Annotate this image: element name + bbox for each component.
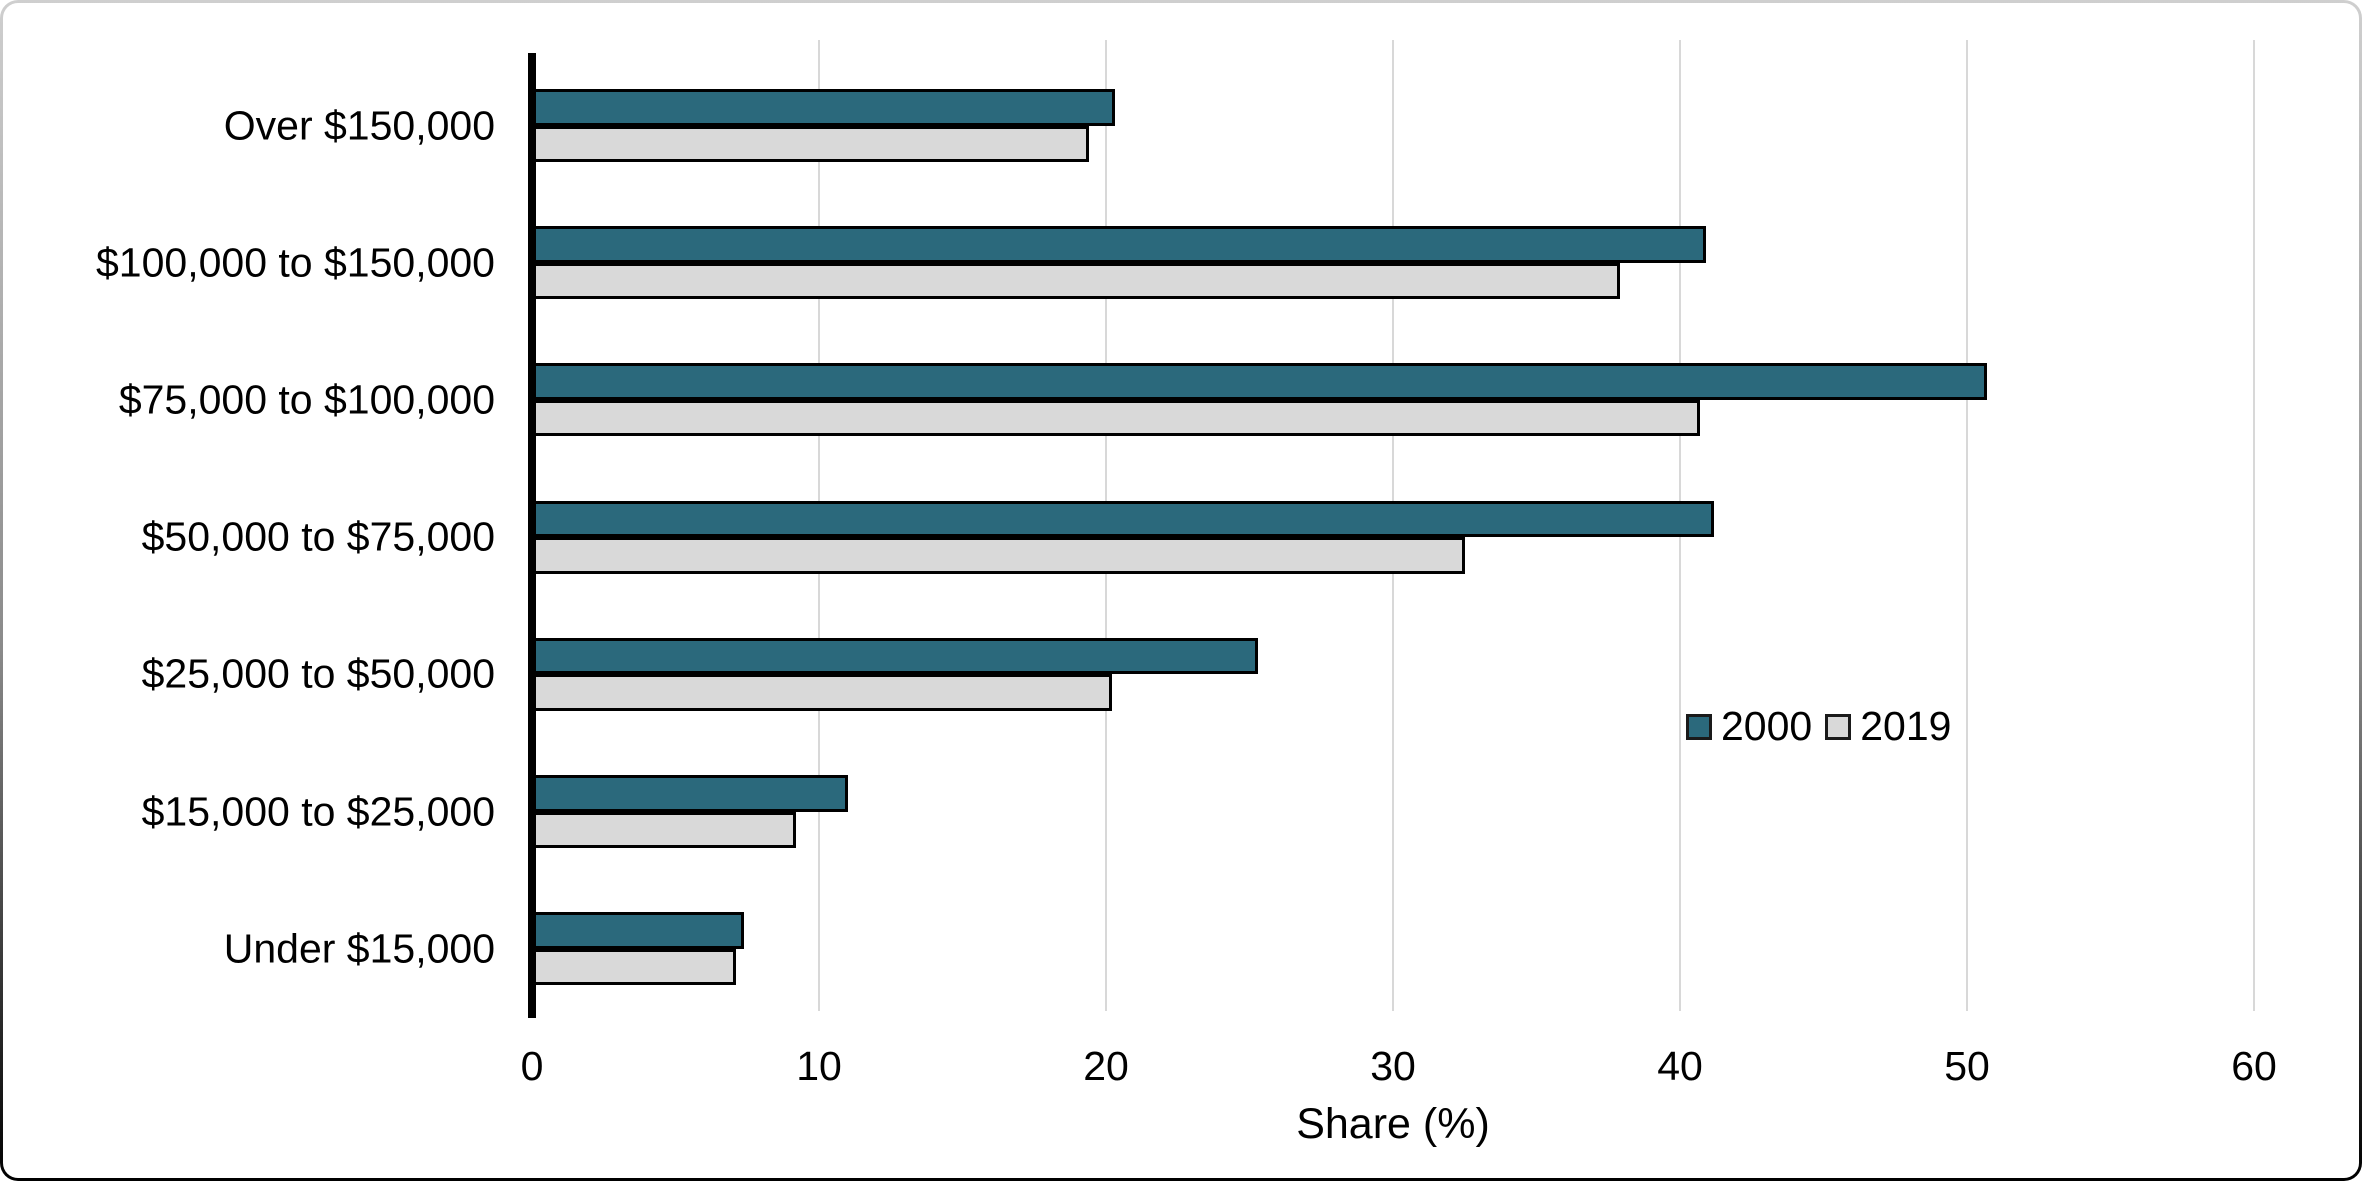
x-tick-0: 0 xyxy=(520,1043,544,1089)
category-label-row2: $100,000 to $150,000 xyxy=(96,239,495,286)
bar-chart: 2000 2019 Share (%) Over $150,000 $100,00… xyxy=(3,3,2359,1178)
legend-swatch-2019 xyxy=(1825,713,1852,740)
category-label-row4: $50,000 to $75,000 xyxy=(141,513,495,560)
legend: 2000 2019 xyxy=(1686,703,1951,750)
bar-2000-row2 xyxy=(532,226,1706,263)
bar-2000-row6 xyxy=(532,775,848,812)
bar-2000-row4 xyxy=(532,500,1715,538)
bar-2000-row7 xyxy=(532,912,745,949)
legend-swatch-2000 xyxy=(1686,713,1712,740)
y-axis-line xyxy=(528,53,536,1018)
legend-label-2000: 2000 xyxy=(1721,703,1813,749)
bar-2019-row6 xyxy=(532,811,797,848)
gridline-60 xyxy=(2253,40,2255,1011)
category-label-row5: $25,000 to $50,000 xyxy=(141,650,495,697)
bar-2019-row4 xyxy=(532,537,1465,574)
category-label-row7: Under $15,000 xyxy=(223,925,495,972)
gridline-50 xyxy=(1966,40,1968,1011)
category-label-row1: Over $150,000 xyxy=(223,102,495,148)
x-tick-20: 20 xyxy=(1083,1043,1129,1089)
category-label-row3: $75,000 to $100,000 xyxy=(118,376,495,423)
bar-2000-row5 xyxy=(532,637,1259,675)
bar-2019-row5 xyxy=(532,674,1112,711)
x-tick-30: 30 xyxy=(1370,1043,1416,1089)
category-label-row6: $15,000 to $25,000 xyxy=(141,788,495,834)
x-axis-title: Share (%) xyxy=(1296,1100,1490,1148)
x-tick-60: 60 xyxy=(2231,1043,2277,1089)
bar-2019-row7 xyxy=(532,948,736,986)
bar-2000-row3 xyxy=(532,363,1988,400)
bar-2019-row2 xyxy=(532,262,1620,300)
legend-label-2019: 2019 xyxy=(1860,703,1952,749)
x-tick-50: 50 xyxy=(1944,1043,1990,1089)
bar-2019-row3 xyxy=(532,399,1701,437)
bar-2000-row1 xyxy=(532,89,1115,126)
x-tick-10: 10 xyxy=(796,1043,842,1089)
x-tick-40: 40 xyxy=(1657,1043,1703,1089)
bar-2019-row1 xyxy=(532,125,1089,162)
